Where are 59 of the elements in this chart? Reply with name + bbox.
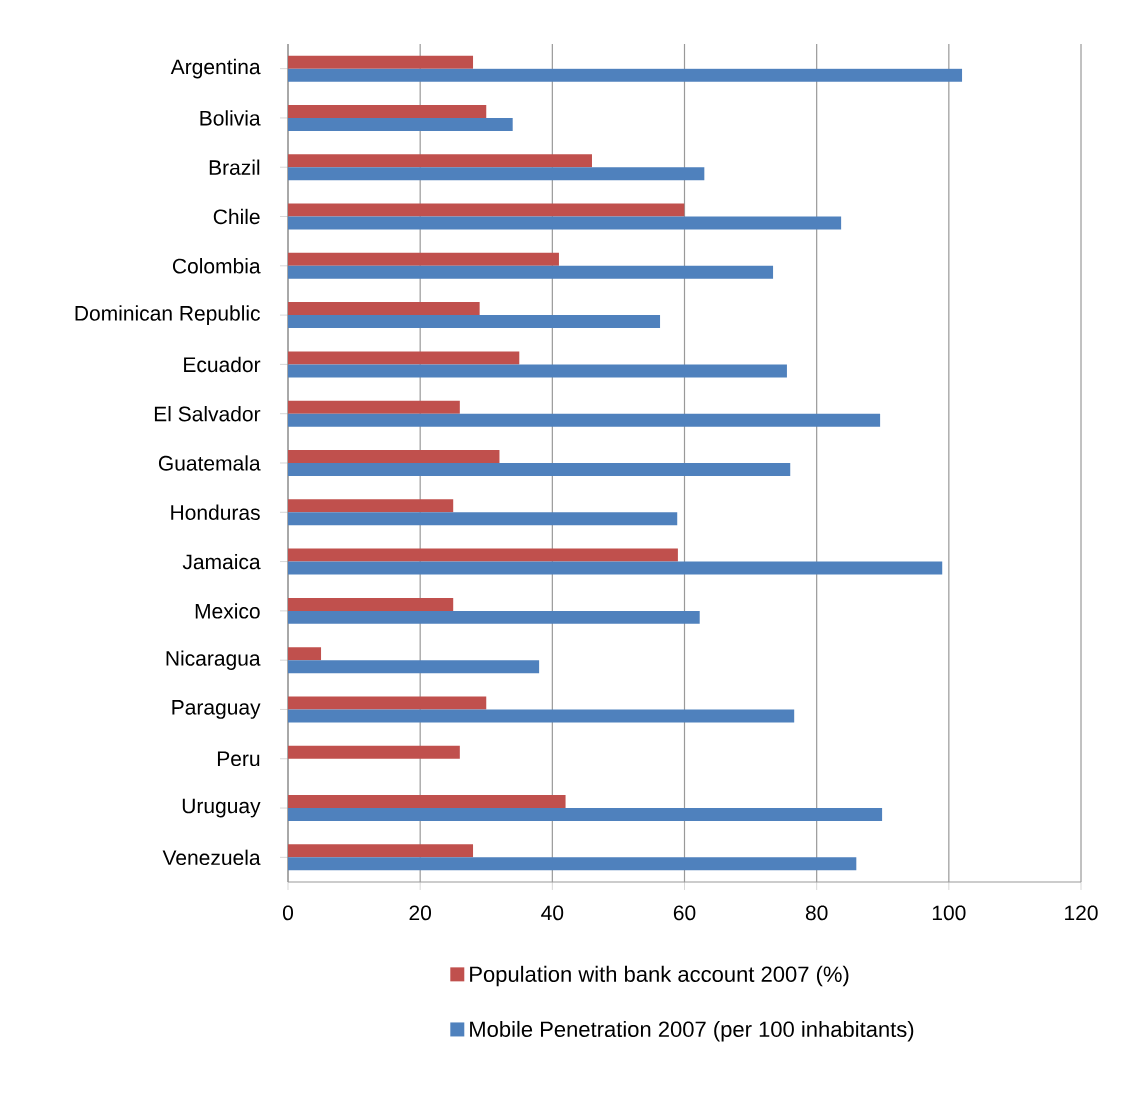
bar [288, 117, 513, 131]
bar [288, 660, 540, 674]
bar [288, 597, 454, 611]
bar [288, 315, 661, 329]
y-tick-label: Honduras [171, 504, 260, 521]
bar [288, 167, 705, 181]
y-tick-label: Argentina [170, 58, 261, 79]
y-tick-label: Ecuador [184, 356, 261, 373]
y-tick-label: Colombia [172, 258, 261, 274]
y-tick-label: Brazil [209, 159, 260, 175]
bar [288, 548, 678, 562]
bar [288, 154, 592, 168]
bar [288, 351, 520, 365]
y-tick-label: Bolivia [200, 110, 261, 126]
bar [288, 808, 883, 822]
bar [288, 104, 487, 118]
x-tick-label: 100 [932, 905, 966, 921]
bar [288, 302, 480, 316]
y-tick-label: Chile [213, 208, 260, 225]
bar [288, 499, 454, 513]
legend-label: Mobile Penetration 2007 (per 100 inhabitants) [470, 1020, 914, 1042]
x-tick-label: 120 [1065, 905, 1098, 921]
bar [288, 512, 678, 526]
bar [288, 68, 963, 82]
bar [288, 561, 943, 575]
bar [288, 400, 460, 414]
bar [288, 203, 685, 217]
y-tick-label: Mexico [195, 603, 260, 619]
bar [288, 364, 787, 378]
y-tick-label: Dominican Republic [75, 305, 260, 325]
bar [288, 413, 881, 427]
x-tick-label: 40 [541, 905, 564, 921]
bar [288, 795, 566, 809]
bar [288, 745, 460, 759]
y-tick-label: Peru [217, 751, 260, 767]
y-tick-label: Jamaica [182, 553, 261, 570]
bar [288, 844, 474, 858]
x-tick-label: 60 [673, 905, 696, 921]
x-tick-label: 20 [409, 905, 432, 921]
x-tick-label: 80 [805, 905, 828, 921]
y-tick-label: Venezuela [162, 849, 261, 866]
bar [288, 610, 700, 624]
bar [288, 696, 487, 710]
bar [288, 709, 795, 723]
y-tick-label: El Salvador [154, 405, 261, 422]
bar [288, 647, 322, 661]
bar [288, 449, 500, 463]
y-tick-label: Paraguay [172, 700, 261, 719]
bar [288, 857, 857, 871]
bar [288, 252, 559, 266]
legend-label: Population with bank account 2007 (%) [470, 965, 849, 987]
bar [288, 265, 774, 279]
x-tick-label: 0 [282, 905, 294, 921]
y-tick-label: Uruguay [182, 798, 261, 818]
bar [288, 216, 842, 230]
bar [288, 55, 474, 69]
bar [288, 462, 791, 476]
y-tick-label: Nicaragua [166, 650, 261, 670]
y-tick-label: Guatemala [158, 455, 261, 471]
